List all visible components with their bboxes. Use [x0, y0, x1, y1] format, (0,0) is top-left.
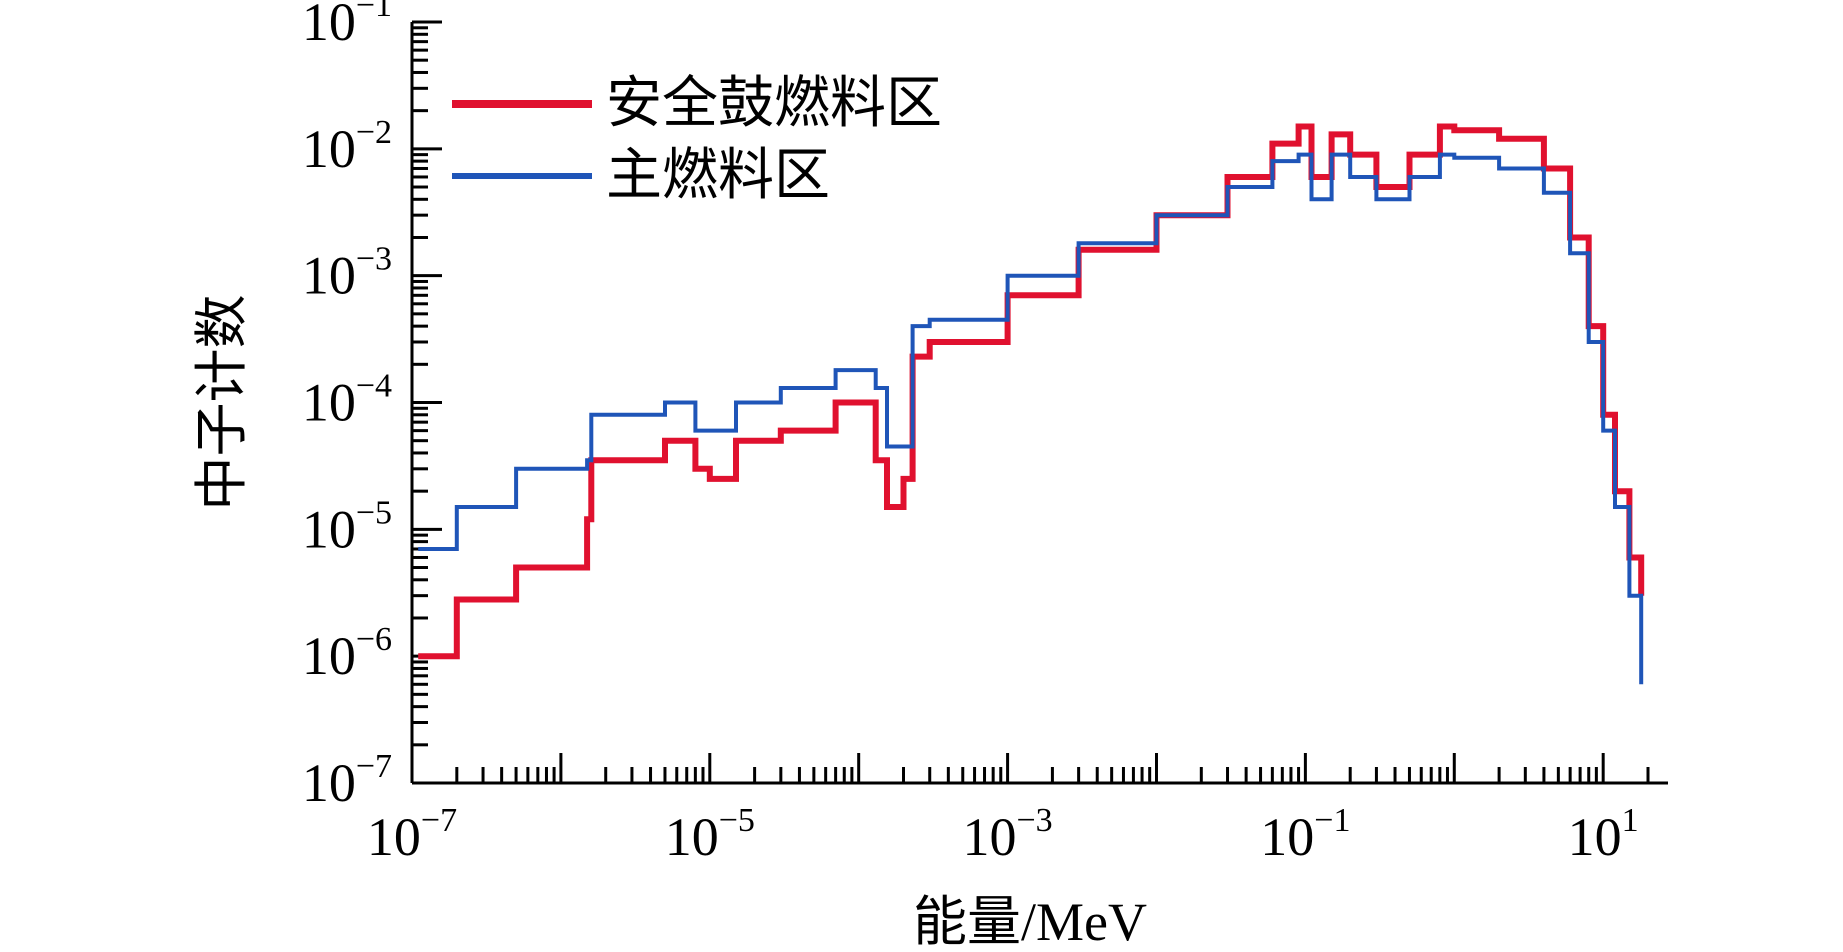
- x-axis-title: 能量/MeV: [913, 892, 1147, 952]
- series-line-0: [418, 123, 1645, 660]
- x-minor-ticks: [455, 767, 1650, 783]
- y-minor-ticks: [412, 26, 428, 747]
- series-line-1: [418, 152, 1644, 685]
- y-tick-labels: 10−7 10−6 10−5 10−4 10−3 10−2 10−1: [302, 0, 392, 813]
- y-tick-label: 10−7: [302, 748, 392, 813]
- y-tick-label: 10−1: [302, 0, 392, 52]
- x-tick-labels: 10−7 10−5 10−3 10−1 101: [367, 802, 1639, 867]
- y-axis-title: 中子计数: [192, 295, 252, 511]
- y-tick-label: 10−6: [302, 621, 392, 686]
- legend-label-main-fuel: 主燃料区: [606, 143, 830, 208]
- series-layer: [418, 123, 1645, 685]
- x-tick-label: 10−3: [962, 802, 1052, 867]
- y-tick-label: 10−4: [302, 368, 392, 433]
- x-tick-label: 10−1: [1260, 802, 1350, 867]
- x-tick-label: 101: [1568, 802, 1639, 867]
- x-tick-label: 10−5: [665, 802, 755, 867]
- y-tick-label: 10−3: [302, 241, 392, 306]
- legend-label-safety-drum: 安全鼓燃料区: [606, 71, 942, 136]
- y-tick-label: 10−2: [302, 114, 392, 179]
- plot-area: [410, 20, 1668, 785]
- y-tick-label: 10−5: [302, 494, 392, 559]
- x-major-ticks: [410, 753, 1605, 783]
- legend: 安全鼓燃料区 主燃料区: [452, 71, 942, 208]
- x-tick-label: 10−7: [367, 802, 457, 867]
